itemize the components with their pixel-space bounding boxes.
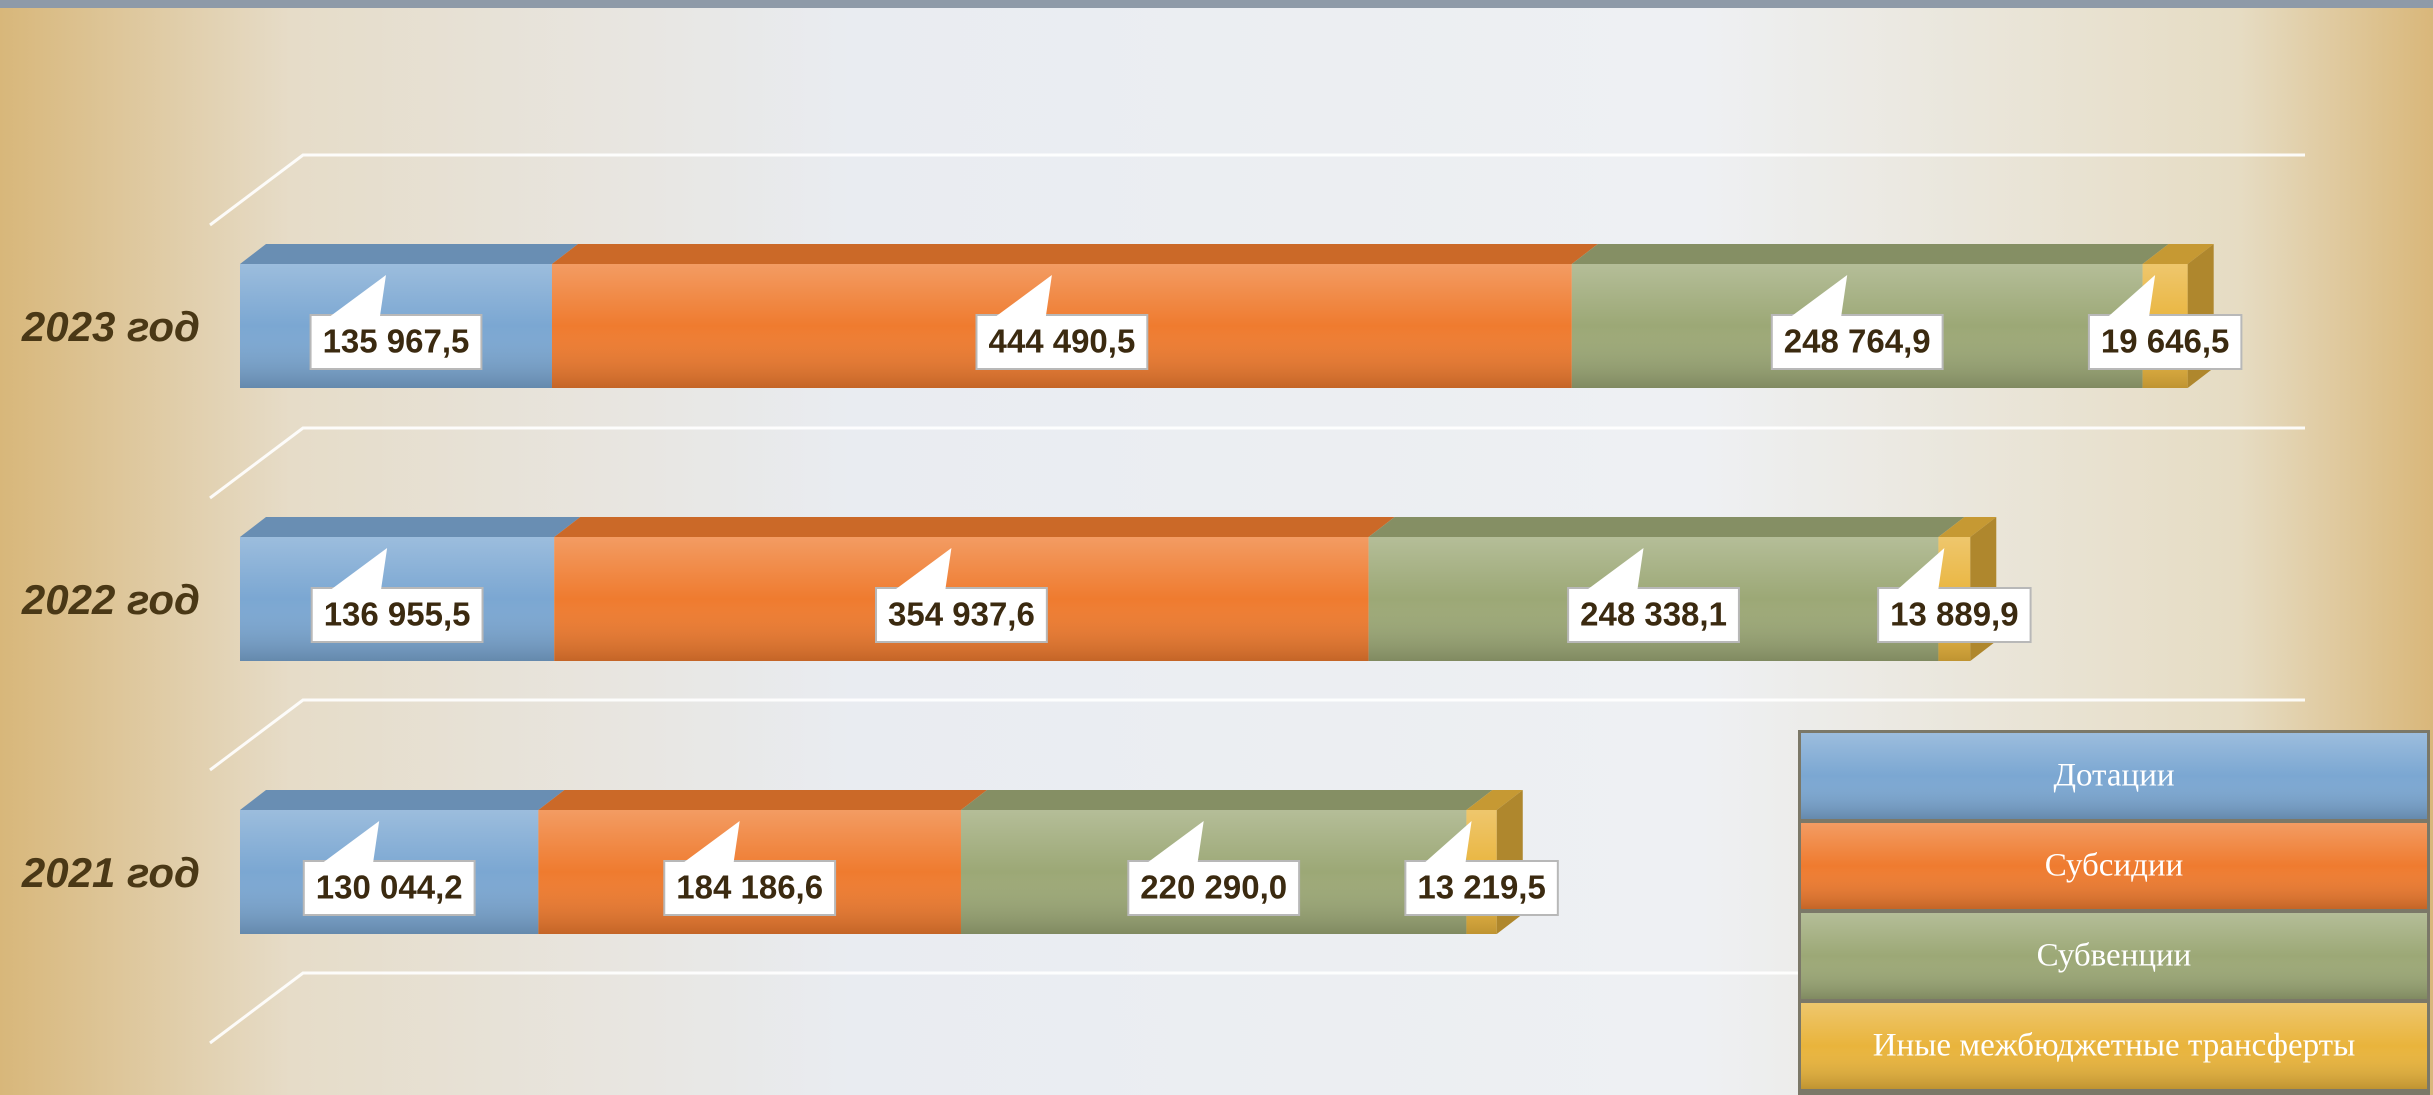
bar-top-face bbox=[240, 244, 578, 264]
data-label-box bbox=[1567, 587, 1740, 643]
bar-top-face bbox=[1466, 790, 1523, 810]
bar-top-face bbox=[551, 244, 1598, 264]
data-label-box bbox=[1404, 860, 1559, 916]
bar-top-face bbox=[1938, 517, 1997, 537]
data-label: 135 967,5 bbox=[309, 275, 483, 370]
data-label-text: 220 290,0 bbox=[1140, 869, 1287, 906]
data-label-pointer bbox=[1425, 821, 1472, 862]
bar-top-face bbox=[538, 790, 987, 810]
data-label-box bbox=[1770, 314, 1944, 370]
data-label-pointer bbox=[996, 275, 1052, 316]
data-label-text: 135 967,5 bbox=[323, 323, 470, 360]
data-label-box bbox=[309, 314, 483, 370]
data-label: 184 186,6 bbox=[663, 821, 837, 916]
bar-top-face bbox=[1571, 244, 2169, 264]
legend-shade bbox=[1801, 1003, 2427, 1089]
legend-label: Субвенции bbox=[2037, 938, 2192, 974]
bar-top-face bbox=[2142, 244, 2214, 264]
category-label: 2023 год bbox=[21, 303, 200, 350]
data-label-text: 130 044,2 bbox=[316, 869, 463, 906]
data-label-box bbox=[2087, 314, 2243, 370]
floor-line bbox=[209, 698, 2305, 772]
bar-top-face bbox=[960, 790, 1493, 810]
floor-lines bbox=[209, 153, 2305, 1045]
data-label-text: 19 646,5 bbox=[2101, 323, 2229, 360]
data-label-pointer bbox=[2108, 275, 2156, 316]
floor-line bbox=[209, 153, 2305, 227]
data-label-pointer bbox=[896, 548, 952, 589]
data-label: 354 937,6 bbox=[875, 548, 1048, 643]
bar-top-face bbox=[240, 790, 565, 810]
data-label: 130 044,2 bbox=[302, 821, 476, 916]
category-label: 2022 год bbox=[21, 576, 200, 623]
data-label-text: 13 219,5 bbox=[1417, 869, 1545, 906]
legend-shade bbox=[1801, 733, 2427, 819]
category-label: 2021 год bbox=[21, 849, 200, 896]
bar-top-face bbox=[240, 517, 581, 537]
data-label: 248 338,1 bbox=[1567, 548, 1740, 643]
legend-shade bbox=[1801, 913, 2427, 999]
data-label-text: 248 764,9 bbox=[1784, 323, 1931, 360]
bar-top-face bbox=[554, 517, 1395, 537]
data-label-box bbox=[1127, 860, 1301, 916]
data-label-box bbox=[875, 587, 1048, 643]
data-label-pointer bbox=[323, 821, 380, 862]
data-label: 444 490,5 bbox=[975, 275, 1149, 370]
data-label-pointer bbox=[1791, 275, 1848, 316]
data-label-pointer bbox=[1588, 548, 1644, 589]
data-label-pointer bbox=[331, 548, 388, 589]
data-label-text: 13 889,9 bbox=[1890, 596, 2018, 633]
data-label: 220 290,0 bbox=[1127, 821, 1301, 916]
floor-line bbox=[209, 426, 2305, 500]
legend-label: Иные межбюджетные трансферты bbox=[1873, 1028, 2356, 1064]
data-label-pointer bbox=[330, 275, 386, 316]
data-label: 19 646,5 bbox=[2087, 275, 2243, 370]
legend-label: Субсидии bbox=[2045, 848, 2183, 884]
data-label-box bbox=[302, 860, 476, 916]
data-label-pointer bbox=[1898, 548, 1945, 589]
data-label: 248 764,9 bbox=[1770, 275, 1944, 370]
data-label-box bbox=[310, 587, 484, 643]
top-edge bbox=[0, 0, 2433, 8]
data-label: 136 955,5 bbox=[310, 548, 484, 643]
data-label-text: 136 955,5 bbox=[324, 596, 471, 633]
data-label: 13 219,5 bbox=[1404, 821, 1559, 916]
data-label-text: 248 338,1 bbox=[1580, 596, 1727, 633]
floor-line bbox=[209, 971, 2305, 1045]
bar-top-face bbox=[1368, 517, 1965, 537]
legend-label: Дотации bbox=[2053, 758, 2174, 794]
data-label-box bbox=[975, 314, 1149, 370]
data-label-pointer bbox=[1148, 821, 1204, 862]
data-label-text: 184 186,6 bbox=[676, 869, 823, 906]
data-label-pointer bbox=[684, 821, 740, 862]
data-label-box bbox=[663, 860, 837, 916]
legend-shade bbox=[1801, 823, 2427, 909]
data-label-text: 354 937,6 bbox=[888, 596, 1035, 633]
data-label-text: 444 490,5 bbox=[988, 323, 1135, 360]
data-label-box bbox=[1877, 587, 2032, 643]
data-label: 13 889,9 bbox=[1877, 548, 2032, 643]
